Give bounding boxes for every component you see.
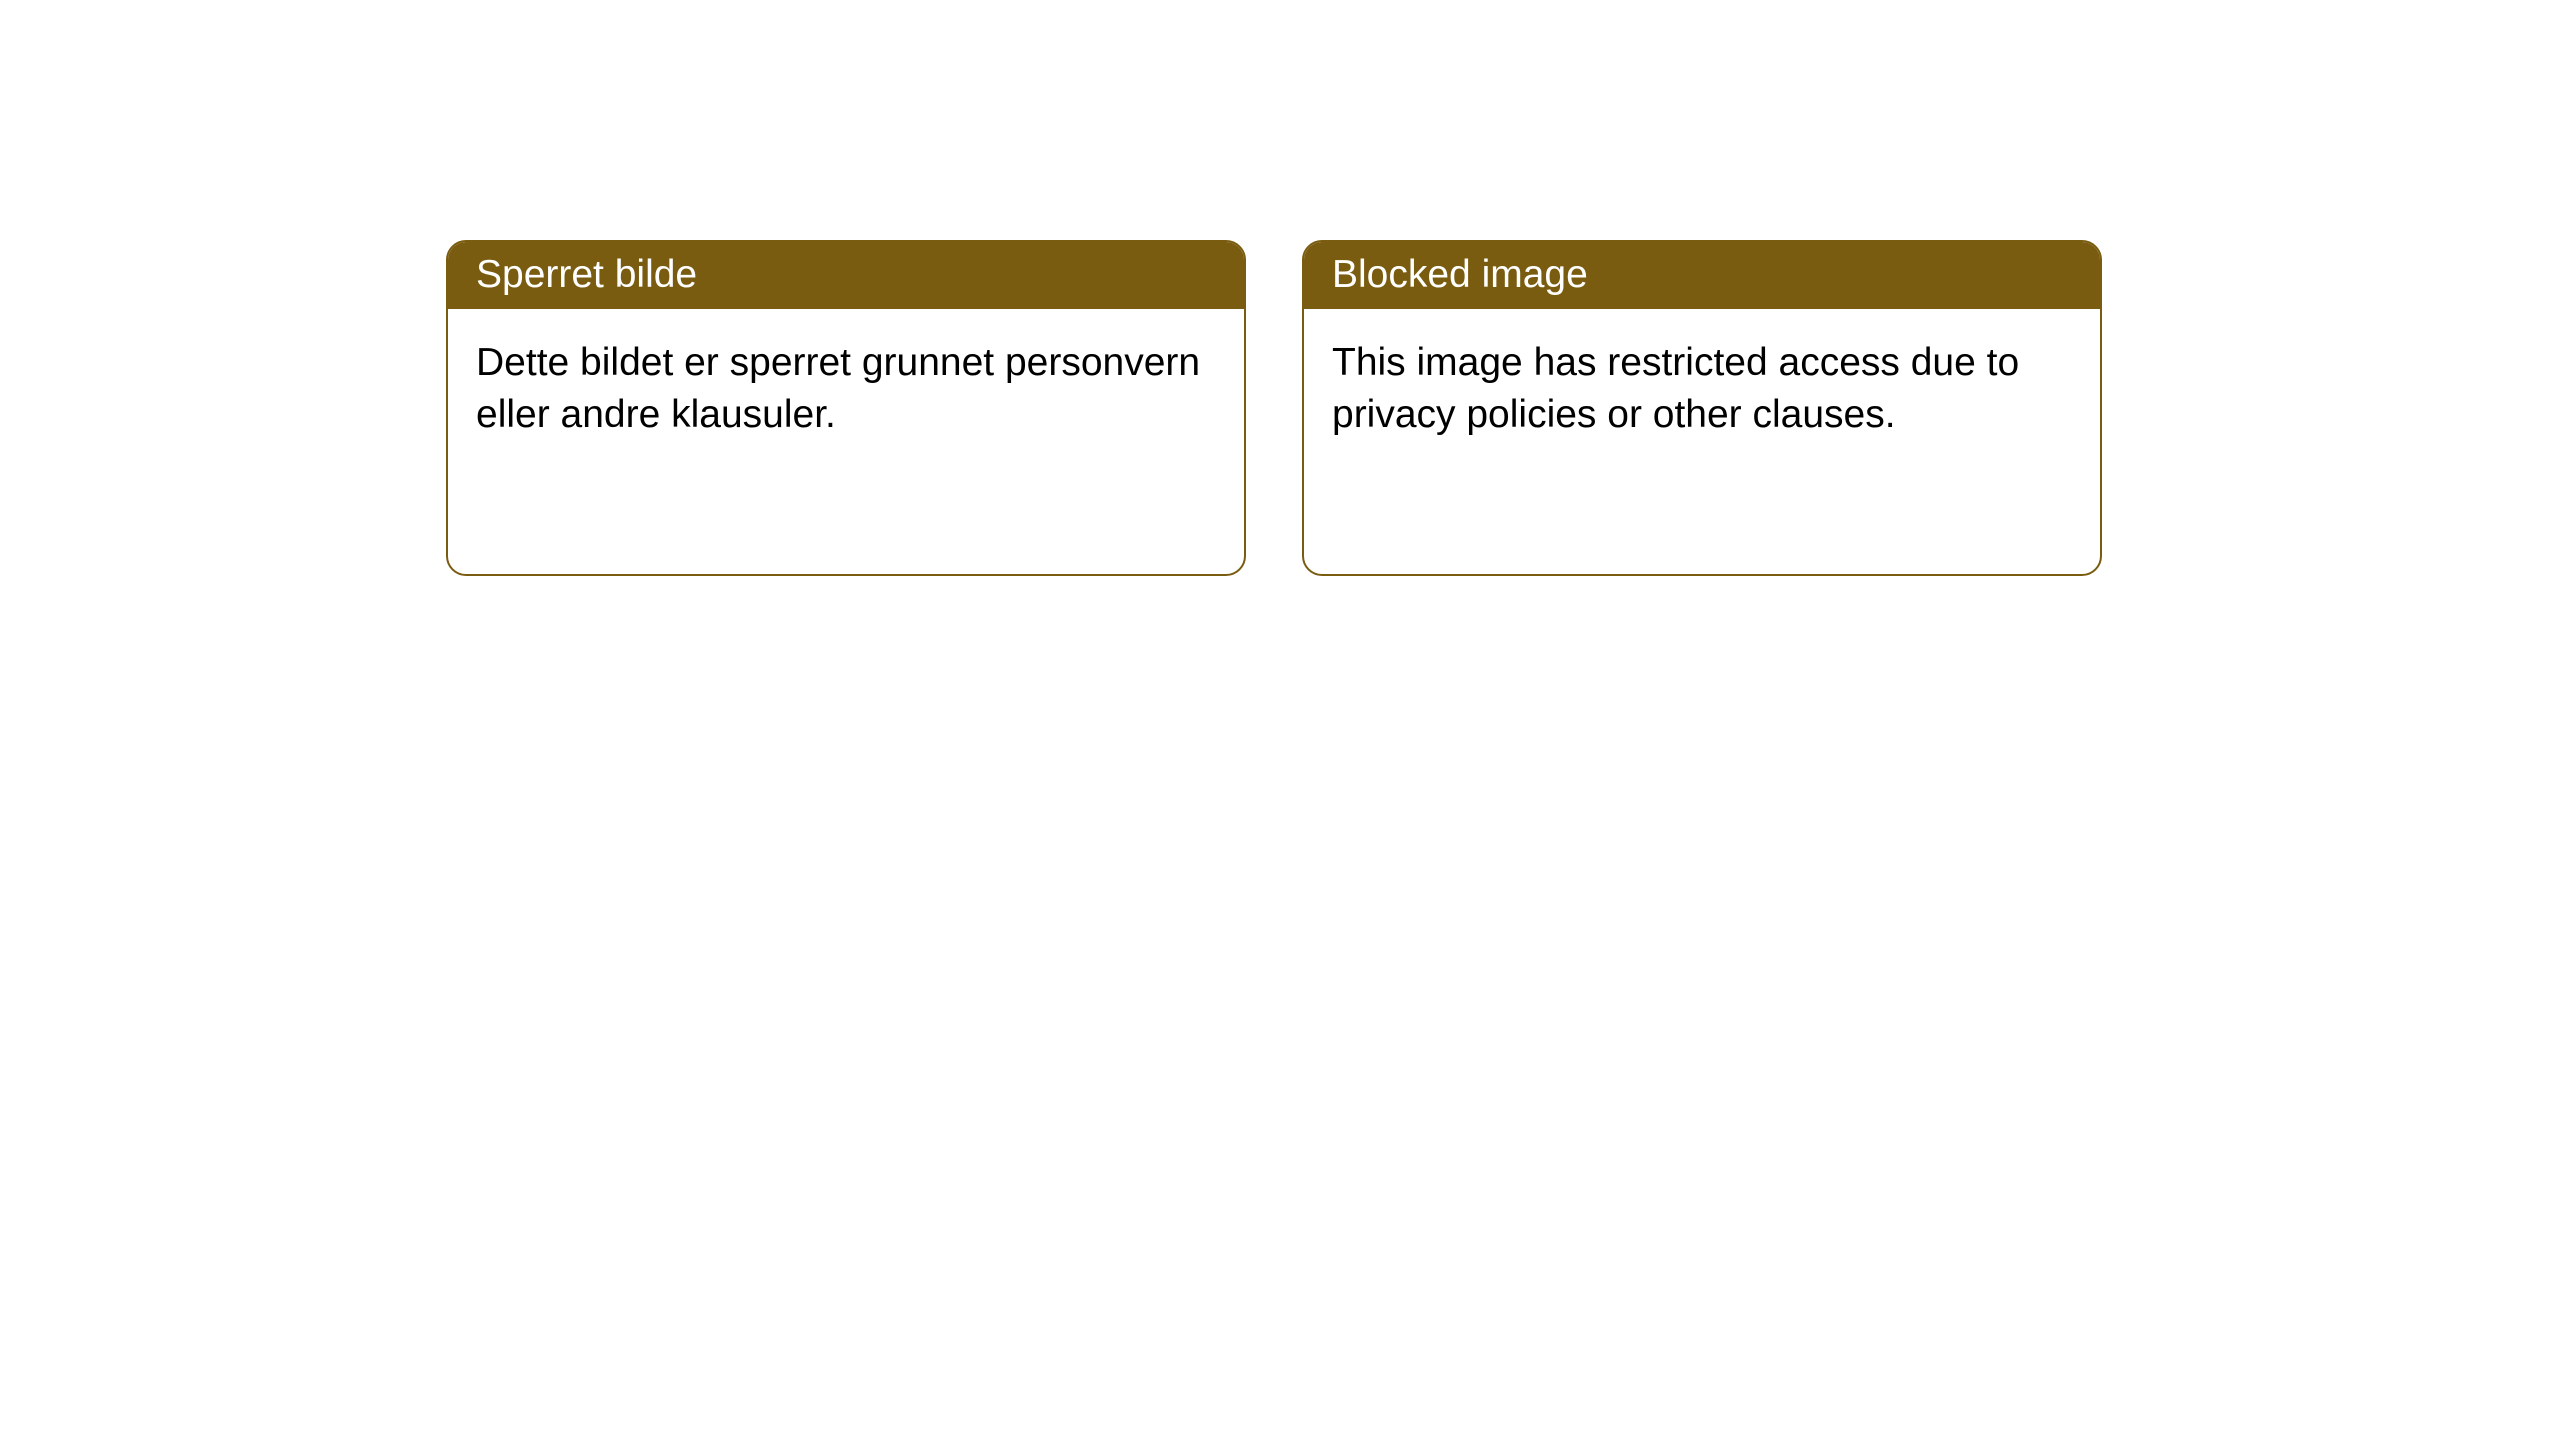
card-body-norwegian: Dette bildet er sperret grunnet personve… bbox=[448, 309, 1244, 470]
notice-cards-container: Sperret bilde Dette bildet er sperret gr… bbox=[446, 240, 2102, 576]
card-title-english: Blocked image bbox=[1304, 242, 2100, 309]
notice-card-norwegian: Sperret bilde Dette bildet er sperret gr… bbox=[446, 240, 1246, 576]
card-title-norwegian: Sperret bilde bbox=[448, 242, 1244, 309]
notice-card-english: Blocked image This image has restricted … bbox=[1302, 240, 2102, 576]
card-body-english: This image has restricted access due to … bbox=[1304, 309, 2100, 470]
